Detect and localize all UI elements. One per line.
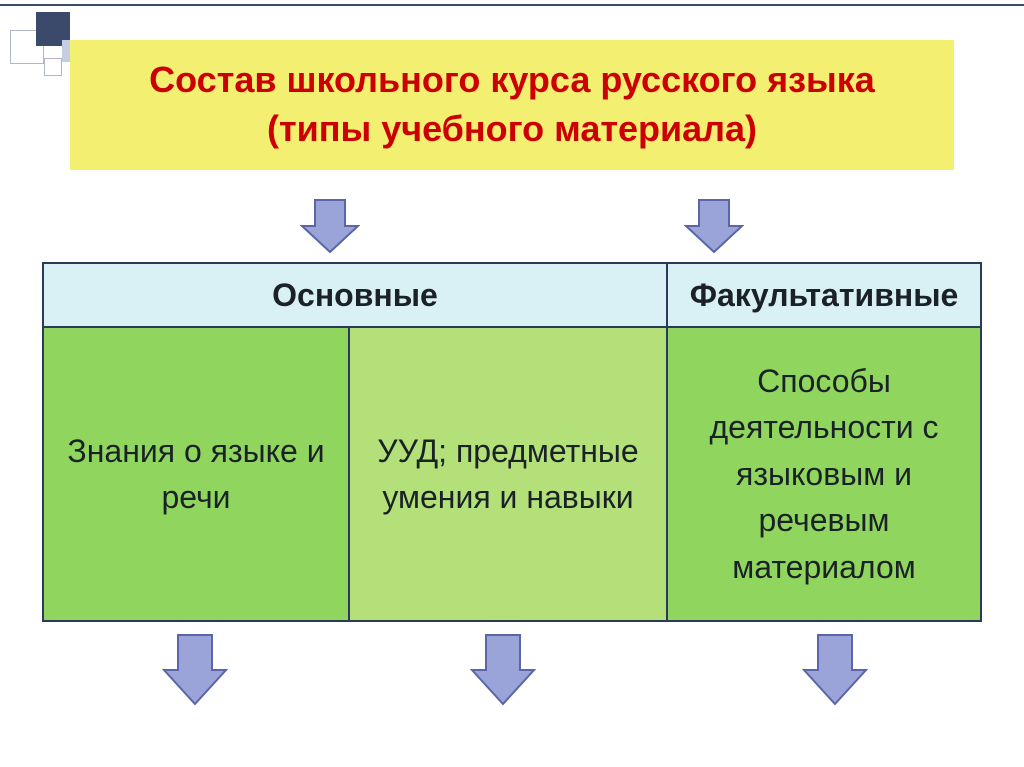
table-body-row: Знания о языке и речи УУД; предметные ум… — [44, 328, 980, 620]
arrow-down-icon — [468, 630, 538, 710]
content-table: Основные Факультативные Знания о языке и… — [42, 262, 982, 622]
arrow-down-icon — [800, 630, 870, 710]
header-cell-main: Основные — [44, 264, 668, 328]
top-accent-stripe — [0, 0, 1024, 6]
header-cell-optional: Факультативные — [668, 264, 980, 328]
table-header-row: Основные Факультативные — [44, 264, 980, 328]
body-cell-methods: Способы деятельности с языковым и речевы… — [668, 328, 980, 620]
title-text: Состав школьного курса русского языка (т… — [110, 56, 914, 153]
arrow-down-icon — [300, 196, 360, 256]
title-box: Состав школьного курса русского языка (т… — [70, 40, 954, 170]
body-cell-skills: УУД; предметные умения и навыки — [348, 328, 668, 620]
arrow-down-icon — [160, 630, 230, 710]
arrow-down-icon — [684, 196, 744, 256]
body-cell-knowledge: Знания о языке и речи — [44, 328, 348, 620]
